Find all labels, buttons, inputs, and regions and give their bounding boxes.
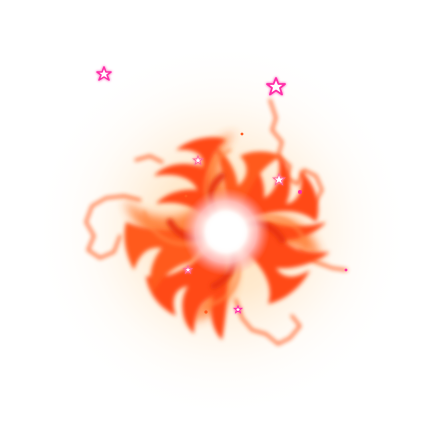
dust-specks (184, 132, 348, 314)
star-top-left-icon (96, 66, 112, 81)
star-arm-2-icon (192, 154, 204, 166)
star-arm-3-icon (182, 264, 194, 275)
galaxy-core (206, 212, 246, 252)
star-top-right-icon (266, 77, 286, 96)
star-arm-4-icon (232, 304, 244, 314)
stars (96, 66, 286, 314)
star-arm-1-icon (272, 172, 286, 186)
